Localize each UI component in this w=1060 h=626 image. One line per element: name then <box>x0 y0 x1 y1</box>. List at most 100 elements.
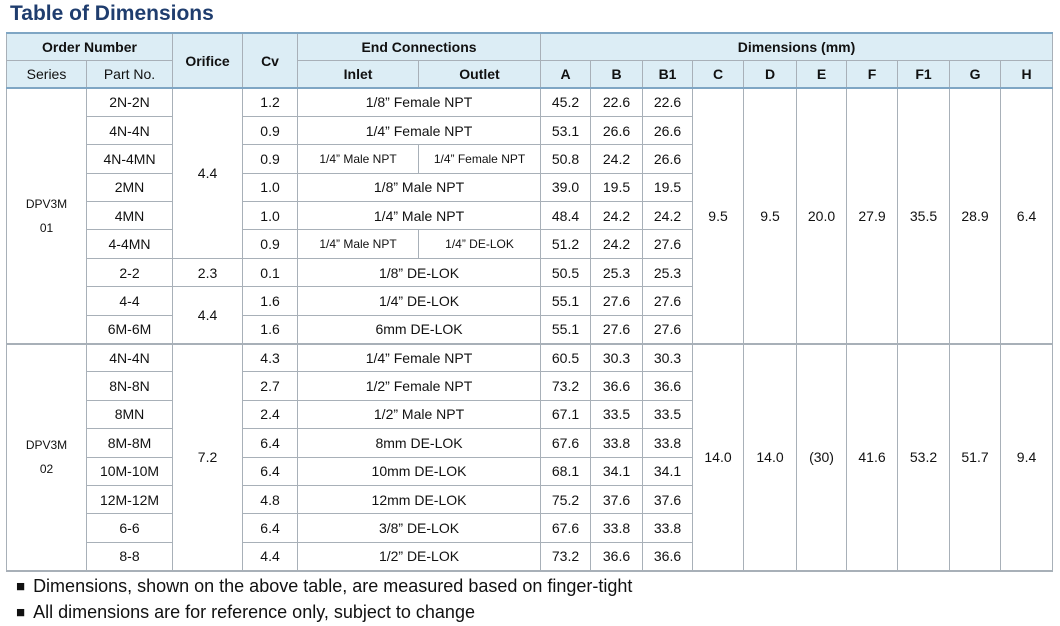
part-no-cell: 2-2 <box>85 257 174 288</box>
cv-cell: 0.1 <box>242 257 299 288</box>
table-row: 8MN 2.4 1/2” Male NPT 67.1 33.5 33.5 <box>7 399 1053 430</box>
dimension-cell: 55.1 <box>540 314 592 345</box>
note: Dimensions, shown on the above table, ar… <box>16 574 632 600</box>
cv-cell: 2.4 <box>242 399 299 430</box>
common-dimension-cell: 9.4 <box>1000 343 1054 572</box>
dimensions-table: Order Number Orifice Cv End Connections … <box>5 32 1054 572</box>
orifice-cell: 4.4 <box>172 286 244 345</box>
dimension-cell: 25.3 <box>642 257 694 288</box>
dimension-cell: 30.3 <box>590 343 644 373</box>
dimension-cell: 22.6 <box>642 87 694 117</box>
part-no-cell: 8N-8N <box>85 371 174 401</box>
header-row: Order Number Orifice Cv End Connections … <box>5 32 1054 89</box>
end-connection-cell: 1/4” Male NPT <box>297 201 542 231</box>
end-connection-cell: 6mm DE-LOK <box>297 314 542 345</box>
part-no-cell: 6-6 <box>85 513 174 543</box>
header-cell: F <box>846 60 899 89</box>
dimension-cell: 25.3 <box>590 257 644 288</box>
common-dimension-cell: 9.5 <box>692 87 745 345</box>
series-cell: DPV3M 01 <box>6 87 87 345</box>
orifice-cell: 2.3 <box>172 257 244 288</box>
header-cell: Inlet <box>297 60 420 89</box>
common-dimension-cell: 14.0 <box>743 343 798 572</box>
table-row: 4N-4MN 0.9 1/4” Male NPT 1/4” Female NPT 50.… <box>7 144 1053 174</box>
header-cell: E <box>796 60 848 89</box>
cv-cell: 4.8 <box>242 484 299 515</box>
end-connection-cell: 1/2” Male NPT <box>297 399 542 430</box>
dimension-cell: 27.6 <box>590 286 644 316</box>
table-row: 4MN 1.0 1/4” Male NPT 48.4 24.2 24.2 <box>7 201 1053 231</box>
dimension-cell: 67.6 <box>540 428 592 458</box>
part-no-cell: 2MN <box>85 172 174 203</box>
dimension-cell: 55.1 <box>540 286 592 316</box>
end-connection-cell: 1/4” DE-LOK <box>297 286 542 316</box>
dimension-cell: 67.6 <box>540 513 592 543</box>
cv-cell: 1.6 <box>242 286 299 316</box>
dimension-cell: 73.2 <box>540 541 592 572</box>
dimension-cell: 26.6 <box>642 144 694 174</box>
part-no-cell: 10M-10M <box>85 456 174 486</box>
end-connection-cell: 1/8” DE-LOK <box>297 257 542 288</box>
dimension-cell: 33.5 <box>590 399 644 430</box>
table-group: DPV3M 01 2N-2N 4.4 1.2 1/8” Female NPT 45.2 22.… <box>6 87 1054 345</box>
dimension-cell: 37.6 <box>590 484 644 515</box>
common-dimension-cell: 53.2 <box>897 343 951 572</box>
end-connection-cell: 1/8” Male NPT <box>297 172 542 203</box>
dimension-cell: 22.6 <box>590 87 644 117</box>
dimension-cell: 27.6 <box>642 286 694 316</box>
cv-cell: 6.4 <box>242 456 299 486</box>
table-row: 4N-4N 0.9 1/4” Female NPT 53.1 26.6 26.6 <box>7 115 1053 146</box>
series-line: DPV3M <box>25 196 68 211</box>
part-no-cell: 8MN <box>85 399 174 430</box>
dimension-cell: 51.2 <box>540 229 592 259</box>
cv-cell: 6.4 <box>242 428 299 458</box>
common-dimension-cell: 35.5 <box>897 87 951 345</box>
cv-cell: 4.4 <box>242 541 299 572</box>
end-connection-cell: 1/2” DE-LOK <box>297 541 542 572</box>
dimension-cell: 26.6 <box>590 115 644 146</box>
dimension-cell: 75.2 <box>540 484 592 515</box>
table-header: Order Number Orifice Cv End Connections … <box>5 32 1054 89</box>
series-line: DPV3M <box>25 438 68 453</box>
dimension-cell: 36.6 <box>642 371 694 401</box>
end-connection-cell: 1/4” Female NPT <box>297 115 542 146</box>
dimension-cell: 33.8 <box>590 428 644 458</box>
common-dimension-cell: 20.0 <box>796 87 848 345</box>
table-row: DPV3M 01 2N-2N 4.4 1.2 1/8” Female NPT 45.2 22.… <box>6 87 1054 345</box>
common-dimension-cell: (30) <box>796 343 848 572</box>
table-row: 6-6 6.4 3/8” DE-LOK 67.6 33.8 33.8 <box>7 513 1053 543</box>
header-cell: Series <box>6 60 87 89</box>
end-connection-cell: 12mm DE-LOK <box>297 484 542 515</box>
header-cell: B1 <box>642 60 694 89</box>
dimension-cell: 27.6 <box>642 314 694 345</box>
header-cell: G <box>949 60 1002 89</box>
dimension-cell: 36.6 <box>642 541 694 572</box>
dimension-cell: 53.1 <box>540 115 592 146</box>
series-line: 01 <box>39 220 54 235</box>
dimension-cell: 34.1 <box>642 456 694 486</box>
outlet-cell: 1/4” DE-LOK <box>418 229 542 259</box>
dimension-cell: 27.6 <box>590 314 644 345</box>
table-row: 4-4MN 0.9 1/4” Male NPT 1/4” DE-LOK 51.2 24.2… <box>7 229 1053 259</box>
cv-cell: 1.0 <box>242 201 299 231</box>
dimension-cell: 19.5 <box>642 172 694 203</box>
dimension-cell: 24.2 <box>590 201 644 231</box>
dimension-cell: 36.6 <box>590 541 644 572</box>
dimension-cell: 60.5 <box>540 343 592 373</box>
part-no-cell: 12M-12M <box>85 484 174 515</box>
table-row: 12M-12M 4.8 12mm DE-LOK 75.2 37.6 37.6 <box>7 484 1053 515</box>
cv-cell: 0.9 <box>242 229 299 259</box>
dimension-cell: 33.5 <box>642 399 694 430</box>
dimension-cell: 27.6 <box>642 229 694 259</box>
end-connection-cell: 10mm DE-LOK <box>297 456 542 486</box>
dimension-cell: 73.2 <box>540 371 592 401</box>
dimension-cell: 34.1 <box>590 456 644 486</box>
part-no-cell: 8-8 <box>85 541 174 572</box>
part-no-cell: 6M-6M <box>85 314 174 345</box>
cv-cell: 6.4 <box>242 513 299 543</box>
header-cell: Dimensions (mm) <box>540 32 1054 61</box>
common-dimension-cell: 14.0 <box>692 343 745 572</box>
dimension-cell: 48.4 <box>540 201 592 231</box>
table-row: DPV3M 02 4N-4N 7.2 4.3 1/4” Female NPT 60.5 30.… <box>6 343 1054 572</box>
